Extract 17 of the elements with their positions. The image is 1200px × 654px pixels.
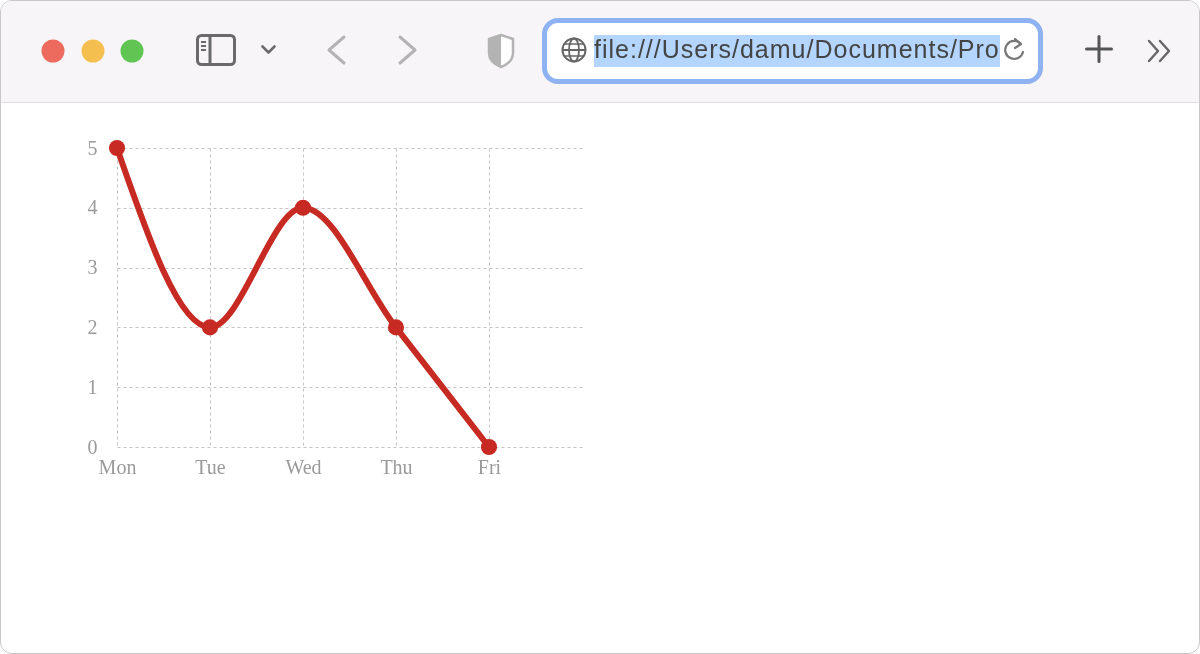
y-tick-label: 4 bbox=[87, 196, 98, 219]
point bbox=[108, 139, 126, 157]
point bbox=[294, 199, 312, 216]
y-tick-label: 3 bbox=[87, 256, 98, 279]
point bbox=[387, 319, 405, 336]
point bbox=[201, 319, 219, 336]
point bbox=[480, 438, 498, 456]
x-tick-label: Tue bbox=[195, 455, 226, 478]
x-tick-label: Fri bbox=[477, 455, 502, 478]
y-tick-label: 1 bbox=[87, 375, 98, 398]
x-tick-label: Thu bbox=[380, 455, 413, 478]
x-tick-label: Wed bbox=[285, 455, 322, 478]
y-tick-label: 5 bbox=[87, 136, 98, 159]
y-tick-label: 2 bbox=[87, 315, 98, 338]
text: file:///Users/damu/Documents/Pro bbox=[594, 35, 1000, 67]
x-tick-label: Mon bbox=[98, 455, 137, 478]
y-tick-label: 0 bbox=[87, 435, 98, 458]
